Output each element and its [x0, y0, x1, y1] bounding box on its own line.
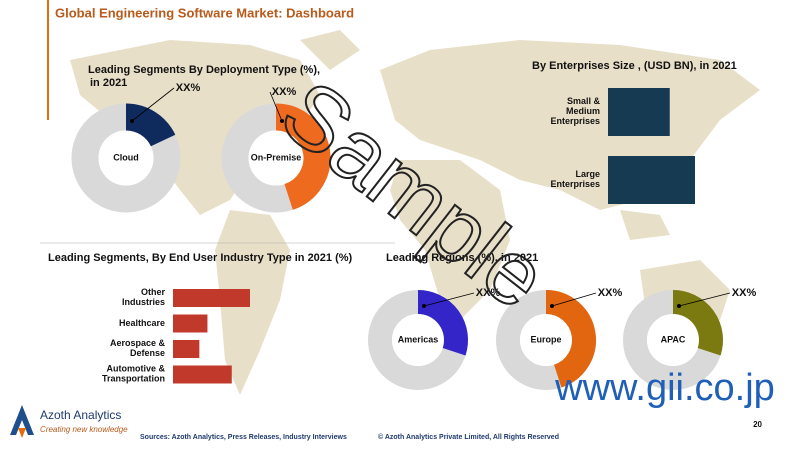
donut-segment — [275, 103, 331, 210]
category-label: Aerospace & Defense — [110, 338, 166, 358]
value-label: XX% — [272, 86, 297, 98]
copyright: © Azoth Analytics Private Limited, All R… — [378, 433, 559, 441]
leader-line — [131, 87, 175, 122]
category-label: On-Premise — [251, 152, 302, 162]
donut-segment — [545, 290, 596, 388]
watermark-url: www.gii.co.jp — [554, 367, 775, 409]
category-label: Cloud — [113, 152, 139, 162]
logo-icon — [10, 405, 34, 435]
category-label: Healthcare — [119, 318, 165, 328]
bar — [173, 314, 208, 333]
category-label: Automotive & Transportation — [102, 364, 166, 384]
category-label: Americas — [398, 334, 439, 344]
donut-hole — [520, 314, 572, 366]
category-label: Other Industries — [122, 287, 166, 307]
leader-line — [423, 292, 475, 307]
chart-title: By Enterprises Size , (USD BN), in 2021 — [532, 60, 737, 72]
donut-hole — [248, 130, 304, 186]
tagline: Creating new knowledge — [40, 425, 128, 434]
chart-title: Leading Regions (%), in 2021 — [386, 252, 538, 264]
donut-hole — [98, 130, 154, 186]
page-number: 20 — [753, 420, 762, 429]
value-label: XX% — [476, 287, 501, 299]
bar — [173, 365, 232, 384]
charts: Leading Segments By Deployment Type (%),… — [48, 60, 757, 390]
chart-title: Leading Segments By Deployment Type (%),… — [88, 64, 323, 89]
value-label: XX% — [176, 82, 201, 94]
donut-segment — [417, 290, 468, 356]
category-label: Small & Medium Enterprises — [550, 96, 600, 126]
bar — [608, 156, 695, 204]
bar — [173, 289, 250, 307]
sources: Sources: Azoth Analytics, Press Releases… — [140, 434, 347, 441]
category-label: Large Enterprises — [550, 169, 600, 189]
category-label: APAC — [661, 334, 686, 344]
value-label: XX% — [598, 287, 623, 299]
category-label: Europe — [530, 334, 561, 344]
donut-segment — [672, 290, 723, 356]
leader-line — [551, 292, 597, 307]
donut-hole — [647, 314, 699, 366]
value-label: XX% — [732, 287, 757, 299]
page-title: Global Engineering Software Market: Dash… — [55, 5, 354, 20]
donut-hole — [392, 314, 444, 366]
logo-icon — [18, 428, 26, 438]
bar — [608, 88, 670, 136]
leader-line — [678, 292, 731, 307]
chart-title: Leading Segments, By End User Industry T… — [48, 252, 353, 264]
donut-segment — [125, 103, 176, 148]
leader-line — [269, 91, 283, 122]
brand: Azoth Analytics — [40, 408, 121, 422]
bar — [173, 340, 200, 358]
